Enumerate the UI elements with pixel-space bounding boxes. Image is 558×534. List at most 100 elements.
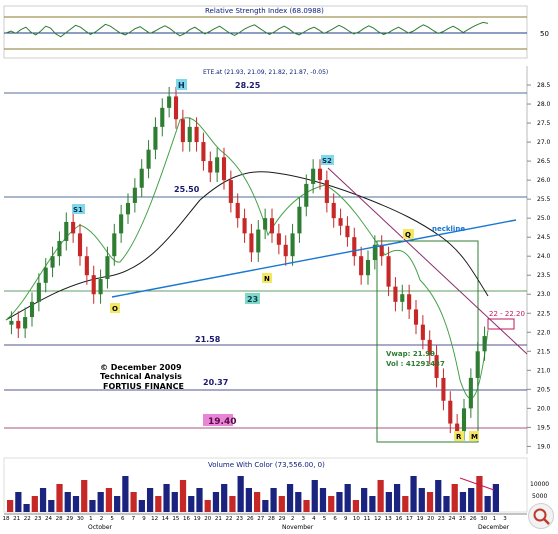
volume-tick-5000: 5000 [532,493,547,500]
volume-bar [179,480,187,512]
x-tick-label: 1 [89,516,93,522]
x-tick-label: 22 [225,516,232,522]
label-badge-s2 [321,155,334,165]
candle-body [249,233,254,253]
candle-body [153,126,158,150]
volume-bar [122,476,129,512]
candle-body [407,294,412,310]
month-november: November [282,524,314,531]
volume-bar [328,496,335,512]
candle-body [256,229,261,253]
candle-body [23,317,28,329]
x-tick-label: 24 [448,516,455,522]
downtrend-line [327,167,528,355]
x-tick-label: 24 [45,516,52,522]
y-tick-label: 23.0 [537,291,551,298]
volume-bar [295,492,302,512]
x-tick-label: 20 [427,516,434,522]
vwap-label: Vwap: 21.99 [386,350,435,358]
candle-body [57,240,62,257]
candle-body [269,218,275,234]
candle-body [420,324,425,340]
y-tick-label: 26.5 [537,158,551,165]
candle-body [208,161,213,173]
symbol-info: ETE.at (21.93, 21.09, 21.82, 21.87, -0.0… [203,69,328,76]
candle-body [345,225,350,238]
candle-body [16,320,21,329]
volume-bar [245,488,252,512]
label-m: M [471,433,478,441]
candle-body [359,256,364,276]
x-tick-label: 20 [204,516,211,522]
level-badge-23 [245,293,260,304]
candle-body [50,256,55,268]
x-tick-label: 19 [417,516,424,522]
volume-bar [114,496,121,512]
candle-body [235,202,240,219]
candle-body [187,126,192,143]
candle-body [283,244,288,257]
candle-body [71,221,76,234]
y-tick-label: 26.0 [537,177,551,184]
volume-bar [72,496,80,512]
candle-body [263,218,268,230]
volume-bar [369,496,376,512]
x-tick-label: 23 [438,516,445,522]
x-tick-label: 21 [13,516,20,522]
level-label-20-37: 20.37 [203,378,228,387]
x-tick-label: 6 [333,516,337,522]
candle-body [112,233,117,257]
x-tick-label: 13 [385,516,392,522]
candle-body [84,256,89,276]
volume-bar [303,500,310,512]
candle-body [338,218,343,226]
volume-bar [492,484,499,512]
y-tick-label: 24.5 [537,234,551,241]
price-y-ticks: 28.5 28.0 27.5 27.0 26.5 26.0 25.5 25.0 24.5 24.0… [527,82,551,450]
label-badge-s1 [72,204,85,214]
y-tick-label: 27.0 [537,139,551,146]
candle-body [167,96,172,108]
ta-label: Technical Analysis [100,372,182,381]
candle-body [331,202,336,219]
x-tick-label: 28 [268,516,275,522]
label-badge-o [110,303,120,313]
volume-bar [435,480,442,512]
candle-body [434,355,439,378]
label-badge-h [176,79,187,90]
volume-bar [138,500,145,512]
vol-label: Vol : 41291437 [386,360,445,368]
label-o: O [112,305,118,313]
candle-body [64,221,69,241]
volume-bar [344,484,351,512]
candle-body [455,423,460,432]
y-tick-label: 21.0 [537,367,551,374]
y-tick-label: 27.5 [537,120,551,127]
volume-bar [155,496,162,512]
volume-bar [410,476,417,512]
rsi-panel: Relative Strength Index (68.0988) 50 [3,5,549,59]
volume-bar [97,492,104,512]
label-badge-q [403,229,414,239]
candle-body [77,233,83,257]
candle-body [324,180,329,203]
x-tick-label: 27 [257,516,264,522]
candle-body [297,206,302,234]
x-tick-label: 18 [3,516,10,522]
neckline-line [111,219,517,298]
volume-bar [188,496,195,512]
label-n: N [264,275,270,283]
volume-bar [443,496,450,512]
volume-bar [237,476,244,512]
x-tick-label: 30 [480,516,487,522]
x-tick-label: 11 [363,516,370,522]
volume-bar [89,500,96,512]
candle-body [304,183,309,207]
zoom-button[interactable] [528,503,554,529]
volume-bar [105,488,113,512]
volume-bar [336,492,343,512]
zoom-icon [533,508,550,525]
x-tick-label: 16 [395,516,402,522]
candle-body [105,256,110,280]
